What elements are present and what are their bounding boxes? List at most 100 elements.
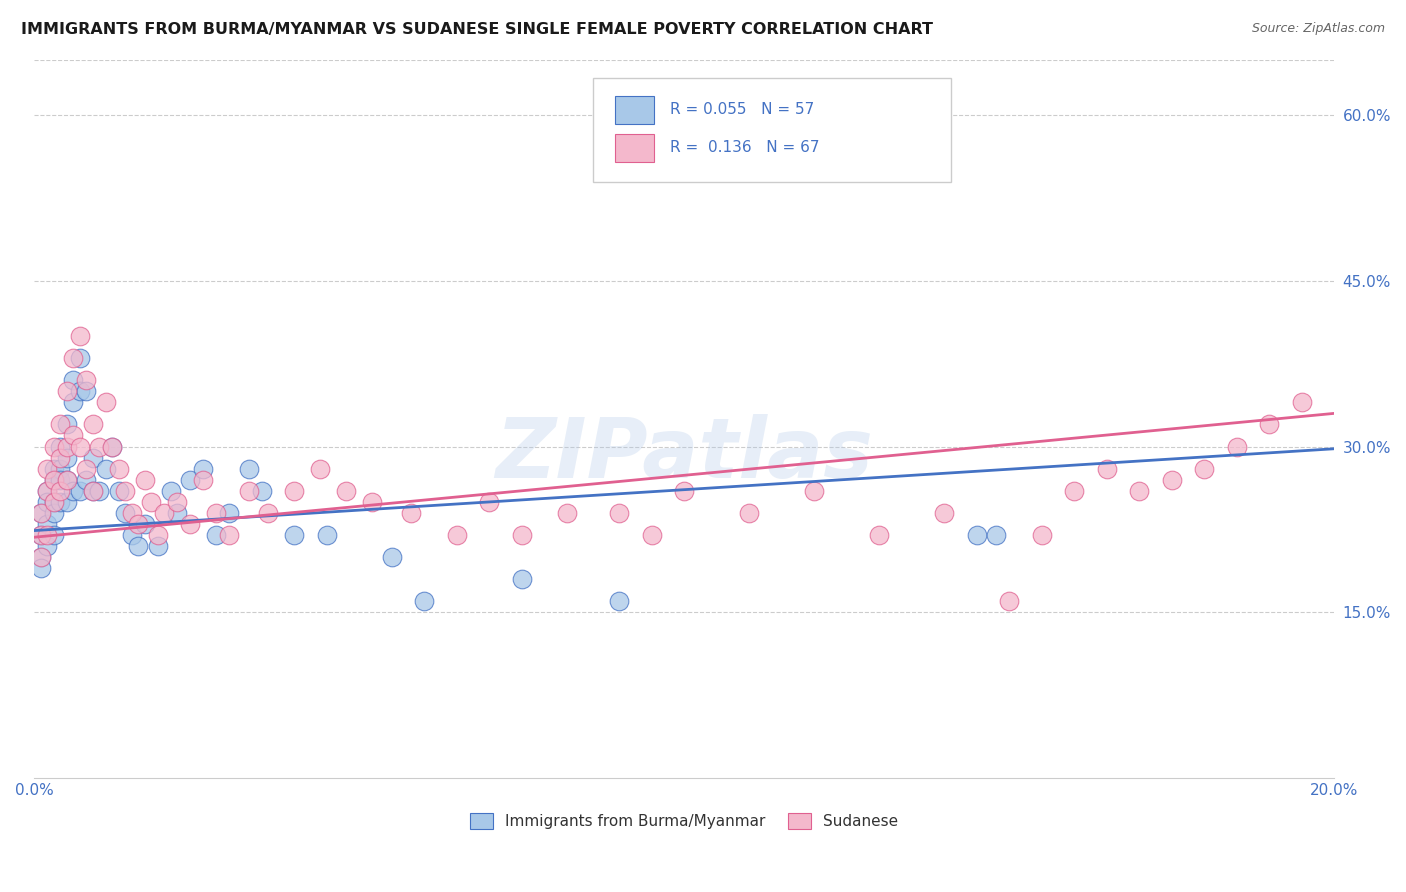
Point [153, 506, 176, 520]
Point [69, 483, 91, 498]
Point [37, 461, 59, 475]
Point [82, 483, 104, 498]
Point [335, 483, 357, 498]
Point [966, 528, 988, 542]
Point [62, 483, 84, 498]
Point [283, 528, 305, 542]
Point [30, 506, 52, 520]
Point [37, 516, 59, 531]
Point [205, 528, 228, 542]
Point [49, 440, 72, 454]
Point [134, 516, 156, 531]
Point [1160, 473, 1182, 487]
FancyBboxPatch shape [616, 134, 654, 162]
Point [1063, 483, 1085, 498]
Point [478, 495, 501, 509]
Point [37, 483, 59, 498]
Point [146, 539, 169, 553]
Point [1291, 395, 1313, 409]
Point [89, 483, 111, 498]
Point [868, 528, 890, 542]
Point [49, 417, 72, 432]
Point [42, 461, 65, 475]
Point [94, 395, 117, 409]
Point [510, 528, 533, 542]
Point [56, 450, 79, 465]
Point [127, 516, 149, 531]
Point [193, 473, 215, 487]
Point [69, 440, 91, 454]
Point [108, 461, 131, 475]
Point [37, 483, 59, 498]
Point [160, 483, 183, 498]
Point [49, 483, 72, 498]
Point [934, 506, 956, 520]
Point [82, 417, 104, 432]
Point [1095, 461, 1118, 475]
Point [37, 495, 59, 509]
Point [62, 395, 84, 409]
Point [309, 461, 332, 475]
Point [127, 539, 149, 553]
Point [193, 461, 215, 475]
Point [56, 440, 79, 454]
Point [75, 473, 97, 487]
Point [673, 483, 696, 498]
Point [114, 483, 136, 498]
Point [205, 506, 228, 520]
Point [30, 528, 52, 542]
Point [101, 440, 124, 454]
Point [30, 550, 52, 565]
Point [146, 528, 169, 542]
Point [1226, 440, 1249, 454]
Point [49, 461, 72, 475]
Point [37, 539, 59, 553]
Point [94, 461, 117, 475]
Point [42, 506, 65, 520]
Point [315, 528, 337, 542]
Point [141, 495, 163, 509]
Point [49, 495, 72, 509]
Point [1031, 528, 1053, 542]
FancyBboxPatch shape [616, 95, 654, 124]
Point [30, 528, 52, 542]
Text: Source: ZipAtlas.com: Source: ZipAtlas.com [1251, 22, 1385, 36]
Point [446, 528, 468, 542]
Point [62, 373, 84, 387]
Point [69, 329, 91, 343]
Point [62, 351, 84, 365]
Text: R = 0.055   N = 57: R = 0.055 N = 57 [671, 103, 814, 118]
Point [69, 384, 91, 399]
Point [179, 516, 201, 531]
Point [641, 528, 664, 542]
Point [607, 594, 630, 608]
Point [166, 495, 188, 509]
Point [30, 561, 52, 575]
Point [108, 483, 131, 498]
Point [510, 572, 533, 586]
Point [42, 473, 65, 487]
Point [166, 506, 188, 520]
Point [30, 550, 52, 565]
Point [986, 528, 1008, 542]
Point [413, 594, 436, 608]
Point [555, 506, 578, 520]
Point [257, 506, 280, 520]
Point [56, 473, 79, 487]
Point [75, 373, 97, 387]
Point [179, 473, 201, 487]
Point [42, 440, 65, 454]
Point [1192, 461, 1215, 475]
Point [49, 473, 72, 487]
Point [998, 594, 1021, 608]
Point [56, 417, 79, 432]
Point [238, 461, 260, 475]
Point [49, 450, 72, 465]
Point [69, 351, 91, 365]
Text: IMMIGRANTS FROM BURMA/MYANMAR VS SUDANESE SINGLE FEMALE POVERTY CORRELATION CHAR: IMMIGRANTS FROM BURMA/MYANMAR VS SUDANES… [21, 22, 934, 37]
Point [121, 528, 143, 542]
Point [56, 495, 79, 509]
Point [56, 473, 79, 487]
Point [42, 495, 65, 509]
Point [803, 483, 825, 498]
